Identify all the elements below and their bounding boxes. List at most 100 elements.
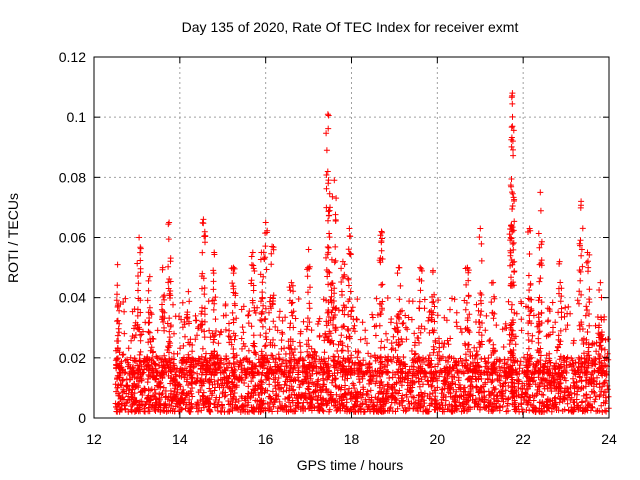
data-point xyxy=(445,341,452,348)
data-point xyxy=(295,357,302,364)
data-point xyxy=(329,193,336,200)
data-point xyxy=(114,332,121,339)
data-point xyxy=(245,347,252,354)
data-point xyxy=(226,372,233,379)
data-point xyxy=(262,315,269,322)
data-point xyxy=(145,287,152,294)
data-point xyxy=(230,360,237,367)
data-point xyxy=(376,257,383,264)
data-point xyxy=(303,326,310,333)
data-point xyxy=(472,375,479,382)
data-point xyxy=(269,366,276,373)
data-point xyxy=(170,391,177,398)
data-point xyxy=(481,355,488,362)
data-point xyxy=(140,328,146,335)
data-point xyxy=(446,385,453,392)
data-point xyxy=(221,393,228,400)
data-point xyxy=(412,350,419,357)
data-point xyxy=(364,340,370,347)
chart-title: Day 135 of 2020, Rate Of TEC Index for r… xyxy=(182,19,519,35)
data-point xyxy=(544,305,551,312)
data-point xyxy=(508,143,515,150)
data-point xyxy=(490,401,497,408)
data-point xyxy=(521,382,528,389)
data-point xyxy=(168,368,175,375)
data-point xyxy=(479,320,485,326)
data-point xyxy=(490,315,497,322)
data-point xyxy=(167,292,174,299)
y-tick-label: 0.08 xyxy=(59,169,86,185)
data-point xyxy=(583,391,590,398)
data-point xyxy=(331,290,338,297)
data-point xyxy=(130,364,136,371)
data-point xyxy=(600,392,607,399)
data-point xyxy=(212,294,219,301)
data-point xyxy=(297,394,304,401)
data-point xyxy=(122,295,129,302)
data-point xyxy=(258,298,264,305)
data-point xyxy=(120,351,127,358)
data-point xyxy=(323,172,330,178)
data-point xyxy=(524,351,531,358)
data-point xyxy=(237,357,244,364)
data-point xyxy=(388,346,395,353)
data-point xyxy=(526,312,533,319)
data-point xyxy=(115,301,122,307)
data-point xyxy=(325,249,332,256)
data-point xyxy=(354,354,361,361)
data-point xyxy=(351,322,358,329)
data-point xyxy=(278,337,285,344)
data-point xyxy=(114,338,120,344)
data-point xyxy=(398,361,404,368)
data-point xyxy=(500,344,507,350)
data-point xyxy=(288,376,295,383)
x-tick-label: 12 xyxy=(86,431,102,447)
data-point xyxy=(588,381,595,387)
data-point xyxy=(185,288,192,295)
data-point xyxy=(277,363,284,370)
data-point xyxy=(387,405,393,412)
data-point xyxy=(565,388,572,395)
data-point xyxy=(262,372,269,379)
data-point xyxy=(283,408,290,415)
data-point xyxy=(119,377,126,384)
data-point xyxy=(381,363,388,370)
data-point xyxy=(429,293,436,300)
data-point xyxy=(400,320,407,326)
data-point xyxy=(332,257,339,264)
data-point xyxy=(482,363,489,370)
data-point xyxy=(464,376,471,383)
data-point xyxy=(538,409,545,415)
data-point xyxy=(568,394,575,401)
data-point xyxy=(114,261,121,268)
data-point xyxy=(137,337,144,344)
data-point xyxy=(558,369,565,376)
data-point xyxy=(229,379,236,386)
data-point xyxy=(257,271,264,278)
data-point xyxy=(183,358,190,365)
data-point xyxy=(551,385,558,392)
data-point xyxy=(503,396,509,403)
data-point xyxy=(219,401,225,408)
data-point xyxy=(396,341,403,348)
data-point xyxy=(118,358,125,365)
data-point xyxy=(248,378,255,385)
data-point xyxy=(200,389,207,396)
data-point xyxy=(508,124,515,131)
data-point xyxy=(523,391,530,398)
data-point xyxy=(184,390,191,397)
data-point xyxy=(537,345,544,352)
data-point xyxy=(135,326,142,333)
data-point xyxy=(432,387,439,394)
data-point xyxy=(297,330,304,337)
data-point xyxy=(456,399,463,406)
data-point xyxy=(342,382,349,389)
data-point xyxy=(359,319,366,326)
data-point xyxy=(471,367,478,374)
data-point xyxy=(501,369,507,376)
data-point xyxy=(195,400,202,407)
data-point xyxy=(442,393,449,400)
data-point xyxy=(338,347,345,354)
data-point xyxy=(325,125,332,132)
data-point xyxy=(590,388,597,395)
